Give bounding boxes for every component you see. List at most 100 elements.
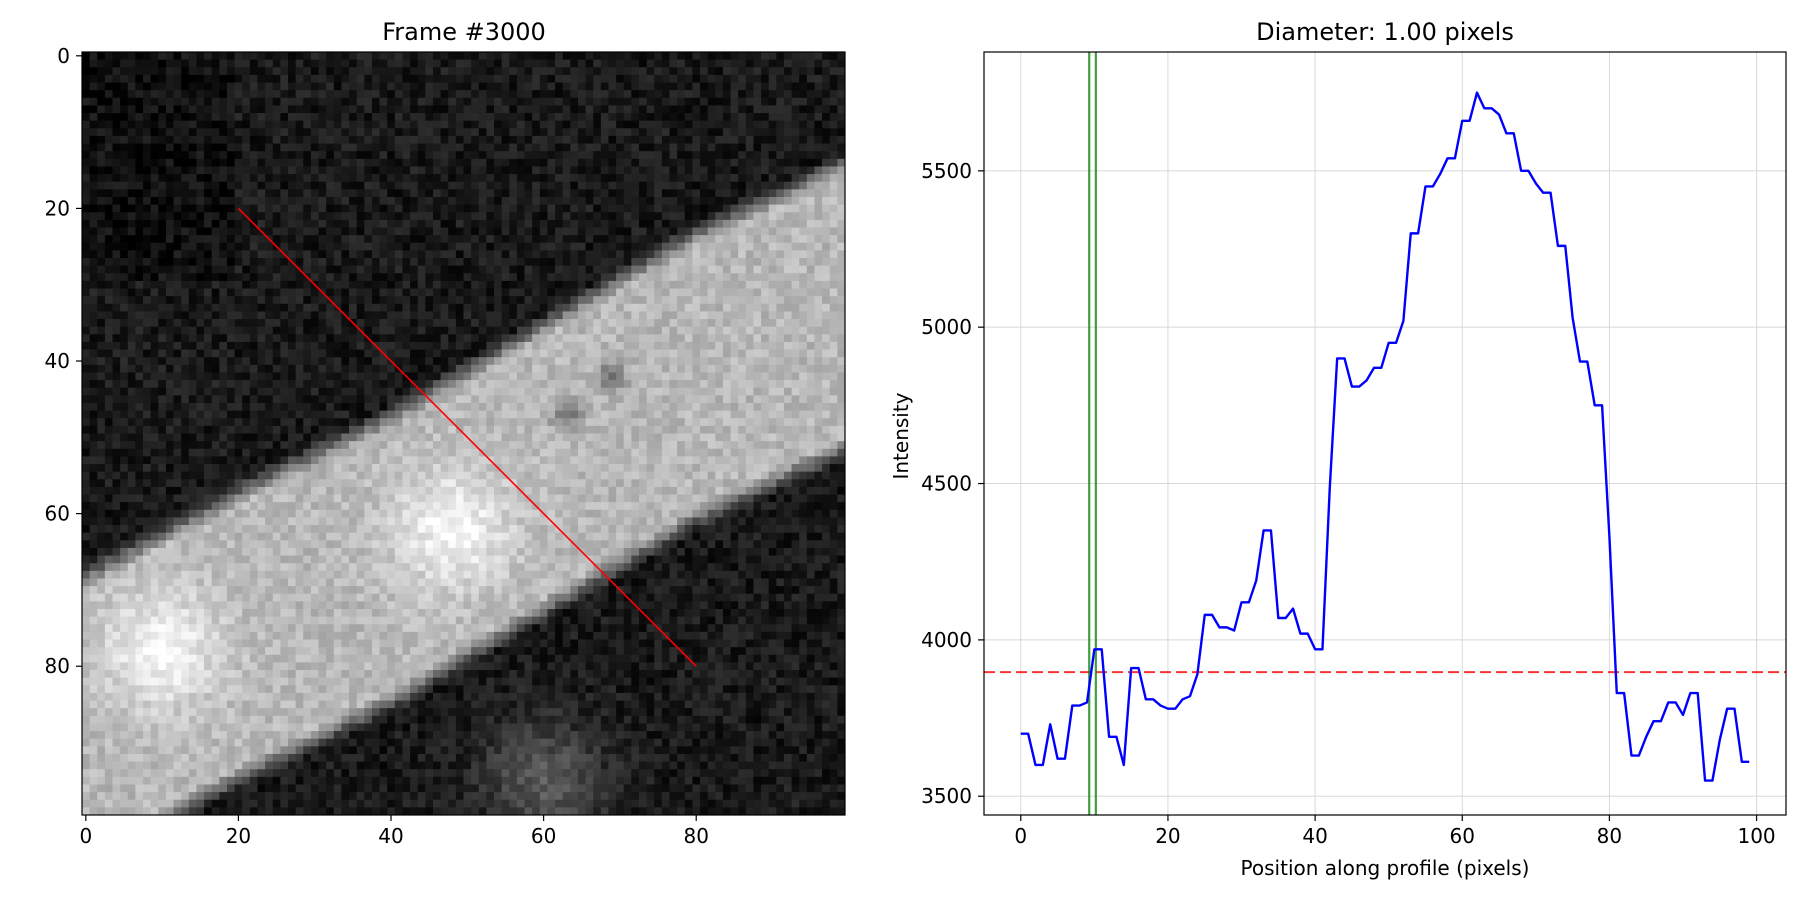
image-pixel — [707, 105, 716, 114]
image-pixel — [318, 90, 327, 99]
image-pixel — [158, 74, 167, 83]
image-pixel — [104, 364, 113, 373]
image-pixel — [516, 90, 525, 99]
image-pixel — [310, 288, 319, 297]
image-pixel — [150, 273, 159, 282]
image-pixel — [638, 402, 648, 412]
image-pixel — [783, 258, 792, 267]
image-pixel — [623, 425, 632, 434]
image-pixel — [448, 90, 457, 99]
image-pixel — [104, 410, 113, 419]
image-pixel — [303, 120, 312, 129]
image-pixel — [753, 273, 762, 282]
image-pixel — [371, 425, 380, 434]
image-pixel — [341, 113, 350, 122]
image-pixel — [272, 120, 281, 129]
image-pixel — [181, 128, 190, 137]
image-pixel — [219, 204, 228, 213]
image-pixel — [402, 364, 411, 373]
image-pixel — [745, 97, 754, 106]
image-pixel — [211, 235, 220, 244]
image-pixel — [394, 303, 403, 312]
image-pixel — [188, 258, 197, 267]
image-pixel — [806, 242, 815, 251]
image-pixel — [692, 52, 701, 61]
image-pixel — [486, 67, 495, 76]
image-pixel — [188, 334, 197, 343]
image-pixel — [242, 135, 251, 144]
image-pixel — [303, 174, 312, 183]
image-pixel — [455, 143, 464, 152]
image-pixel — [173, 227, 182, 236]
image-pixel — [593, 341, 602, 350]
image-pixel — [349, 296, 358, 305]
image-pixel — [394, 59, 403, 68]
image-pixel — [165, 143, 174, 152]
image-pixel — [150, 67, 159, 76]
image-pixel — [379, 235, 388, 244]
image-pixel — [242, 250, 251, 259]
image-pixel — [272, 235, 281, 244]
image-pixel — [707, 258, 716, 267]
image-pixel — [577, 204, 586, 213]
image-pixel — [448, 235, 457, 244]
image-pixel — [165, 242, 174, 251]
image-pixel — [303, 303, 312, 312]
image-pixel — [364, 273, 373, 282]
image-pixel — [318, 120, 327, 129]
image-pixel — [455, 67, 464, 76]
image-pixel — [471, 135, 480, 144]
image-pixel — [387, 380, 396, 389]
image-pixel — [82, 349, 91, 358]
microscopy-image — [82, 52, 845, 815]
image-pixel — [249, 387, 258, 396]
image-pixel — [532, 311, 541, 320]
image-pixel — [249, 410, 258, 419]
image-pixel — [425, 82, 434, 91]
image-pixel — [577, 311, 586, 320]
image-pixel — [219, 174, 228, 183]
image-pixel — [822, 296, 831, 305]
image-pixel — [242, 242, 251, 251]
image-pixel — [333, 120, 342, 129]
image-pixel — [135, 242, 144, 251]
image-pixel — [837, 97, 845, 106]
image-pixel — [211, 143, 220, 152]
image-pixel — [646, 219, 655, 228]
image-pixel — [394, 258, 403, 267]
image-pixel — [425, 196, 434, 205]
image-pixel — [837, 196, 845, 205]
image-pixel — [837, 273, 845, 282]
image-pixel — [738, 135, 747, 144]
image-pixel — [661, 219, 670, 228]
image-pixel — [196, 151, 205, 160]
image-pixel — [257, 82, 266, 91]
image-pixel — [524, 212, 533, 221]
image-pixel — [669, 67, 678, 76]
image-pixel — [524, 380, 533, 389]
image-pixel — [135, 227, 144, 236]
image-pixel — [226, 418, 235, 427]
image-pixel — [692, 311, 701, 320]
image-pixel — [509, 52, 518, 61]
image-pixel — [539, 372, 548, 381]
image-pixel — [654, 235, 663, 244]
image-pixel — [593, 120, 602, 129]
image-pixel — [371, 387, 380, 396]
image-pixel — [89, 158, 98, 167]
image-pixel — [684, 425, 693, 434]
image-pixel — [143, 357, 152, 366]
image-pixel — [463, 105, 472, 114]
image-pixel — [242, 166, 251, 175]
image-pixel — [181, 105, 190, 114]
image-pixel — [661, 288, 670, 297]
image-pixel — [440, 59, 449, 68]
image-pixel — [448, 311, 457, 320]
image-pixel — [501, 425, 510, 434]
image-pixel — [417, 143, 426, 152]
image-pixel — [410, 387, 419, 396]
image-pixel — [165, 82, 174, 91]
image-pixel — [432, 387, 442, 396]
image-pixel — [226, 235, 235, 244]
image-pixel — [623, 135, 632, 144]
